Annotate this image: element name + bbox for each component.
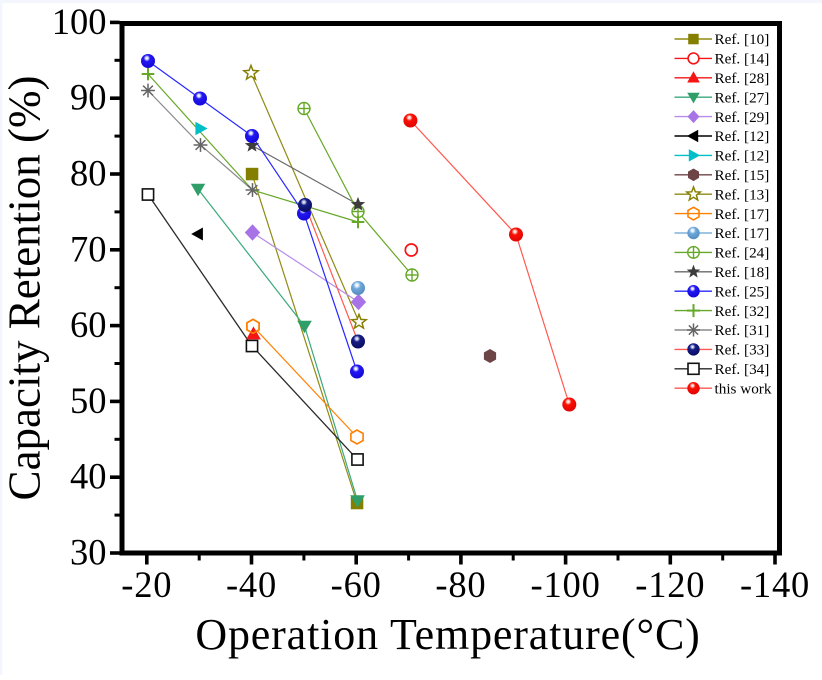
svg-text:70: 70	[70, 228, 107, 269]
svg-text:Ref. [33]: Ref. [33]	[715, 342, 770, 359]
svg-text:Ref. [24]: Ref. [24]	[715, 245, 770, 262]
svg-text:-60: -60	[331, 564, 382, 605]
svg-text:Ref. [15]: Ref. [15]	[715, 167, 770, 184]
svg-text:40: 40	[70, 456, 107, 497]
svg-text:60: 60	[70, 304, 107, 345]
svg-text:90: 90	[70, 77, 107, 118]
svg-text:Ref. [17]: Ref. [17]	[715, 206, 770, 223]
svg-text:Ref. [29]: Ref. [29]	[715, 109, 770, 126]
svg-text:Ref. [14]: Ref. [14]	[715, 51, 770, 68]
svg-text:Ref. [28]: Ref. [28]	[715, 70, 770, 87]
svg-text:Ref. [18]: Ref. [18]	[715, 264, 770, 281]
svg-text:Ref. [31]: Ref. [31]	[715, 322, 770, 339]
svg-text:-20: -20	[121, 564, 172, 605]
svg-text:Operation Temperature(°C): Operation Temperature(°C)	[195, 610, 700, 659]
svg-text:80: 80	[70, 153, 107, 194]
svg-text:100: 100	[52, 1, 107, 42]
svg-text:Ref. [34]: Ref. [34]	[715, 361, 770, 378]
svg-text:Ref. [10]: Ref. [10]	[715, 31, 770, 48]
svg-text:-140: -140	[740, 564, 810, 605]
svg-text:Ref. [32]: Ref. [32]	[715, 303, 770, 320]
svg-text:-100: -100	[531, 564, 601, 605]
svg-text:30: 30	[70, 532, 107, 573]
svg-text:Ref. [12]: Ref. [12]	[715, 128, 770, 145]
svg-text:-40: -40	[226, 564, 277, 605]
svg-text:50: 50	[70, 380, 107, 421]
svg-text:-120: -120	[635, 564, 705, 605]
svg-text:Ref. [12]: Ref. [12]	[715, 148, 770, 165]
svg-text:this work: this work	[715, 380, 772, 397]
svg-text:Ref. [17]: Ref. [17]	[715, 225, 770, 242]
svg-text:Ref. [13]: Ref. [13]	[715, 186, 770, 203]
svg-text:-80: -80	[435, 564, 486, 605]
svg-text:Ref. [27]: Ref. [27]	[715, 89, 770, 106]
svg-text:Capacity Retention (%): Capacity Retention (%)	[0, 76, 50, 501]
svg-text:Ref. [25]: Ref. [25]	[715, 283, 770, 300]
